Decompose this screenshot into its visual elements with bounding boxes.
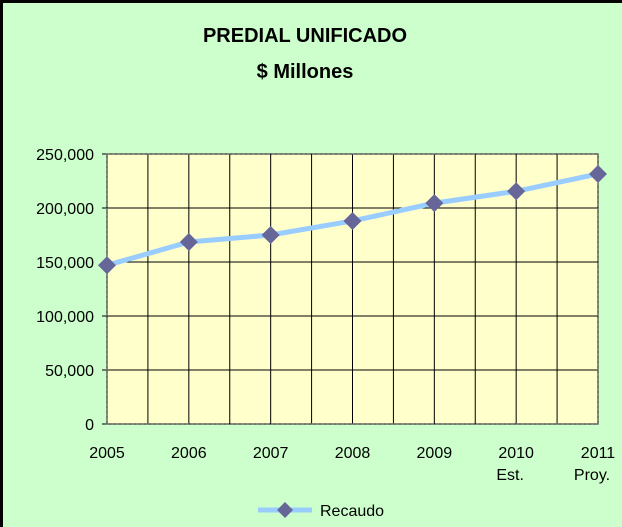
legend-label: Recaudo — [320, 503, 384, 520]
x-tick-label: 2009 — [417, 445, 453, 462]
x-tick-label: 2008 — [335, 445, 371, 462]
x-tick-label: Proy. — [574, 467, 610, 484]
x-tick-label: 2007 — [253, 445, 289, 462]
chart-title: PREDIAL UNIFICADO — [203, 25, 407, 47]
marker — [261, 226, 280, 244]
y-tick-label: 150,000 — [36, 255, 94, 272]
legend-marker — [277, 502, 293, 518]
marker — [425, 194, 444, 213]
chart-subtitle: $ Millones — [257, 61, 354, 83]
x-tick-label: 2010 — [498, 445, 534, 462]
x-tick-label: 2006 — [171, 445, 207, 462]
y-tick-label: 50,000 — [45, 363, 94, 380]
y-tick-label: 100,000 — [36, 309, 94, 326]
y-tick-label: 0 — [85, 417, 94, 434]
marker — [507, 182, 526, 201]
x-tick-label: 2005 — [89, 445, 125, 462]
y-tick-label: 200,000 — [36, 201, 94, 218]
x-tick-label: 2011 — [581, 445, 616, 462]
marker — [343, 211, 362, 230]
marker — [98, 256, 116, 275]
marker — [589, 164, 607, 183]
plot-border — [106, 153, 599, 425]
y-tick-label: 250,000 — [36, 147, 94, 164]
x-tick-label: Est. — [496, 467, 524, 484]
marker — [179, 233, 198, 252]
